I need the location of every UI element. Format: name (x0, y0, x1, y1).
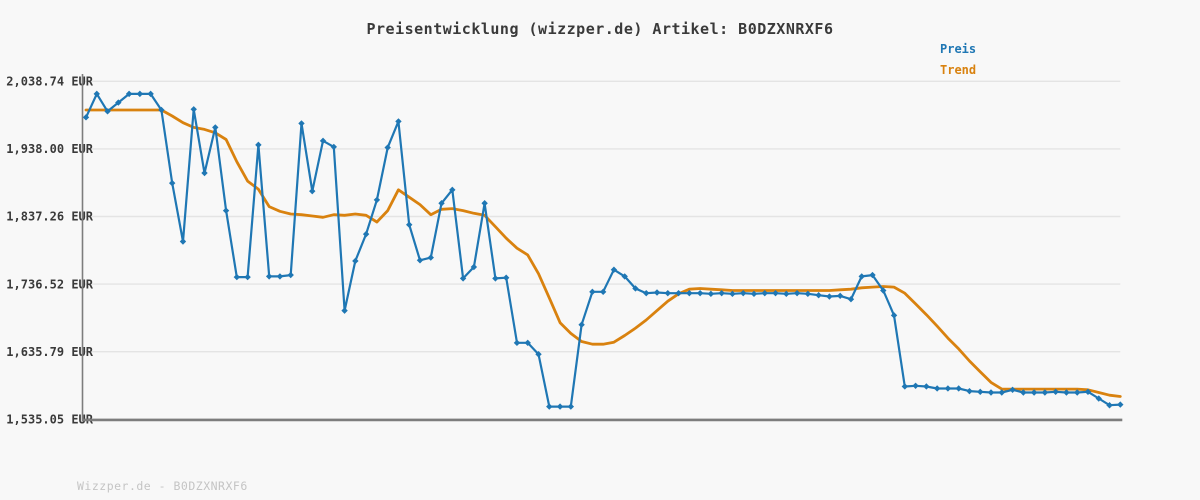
svg-text:1,938.00 EUR: 1,938.00 EUR (6, 142, 93, 156)
legend-label-preis: Preis (940, 42, 977, 56)
legend-item-trend: Trend (940, 60, 976, 81)
svg-text:1,635.79 EUR: 1,635.79 EUR (6, 345, 93, 359)
svg-text:1,535.05 EUR: 1,535.05 EUR (6, 413, 93, 427)
svg-text:2,038.74 EUR: 2,038.74 EUR (6, 75, 93, 89)
legend-label-trend: Trend (940, 63, 977, 77)
legend: Preis Trend (940, 39, 976, 81)
svg-text:1,837.26 EUR: 1,837.26 EUR (6, 210, 93, 224)
legend-item-preis: Preis (940, 39, 976, 60)
svg-text:1,736.52 EUR: 1,736.52 EUR (6, 277, 93, 291)
chart-title: Preisentwicklung (wizzper.de) Artikel: B… (366, 20, 834, 38)
watermark: Wizzper.de - B0DZXNRXF6 (77, 479, 248, 493)
